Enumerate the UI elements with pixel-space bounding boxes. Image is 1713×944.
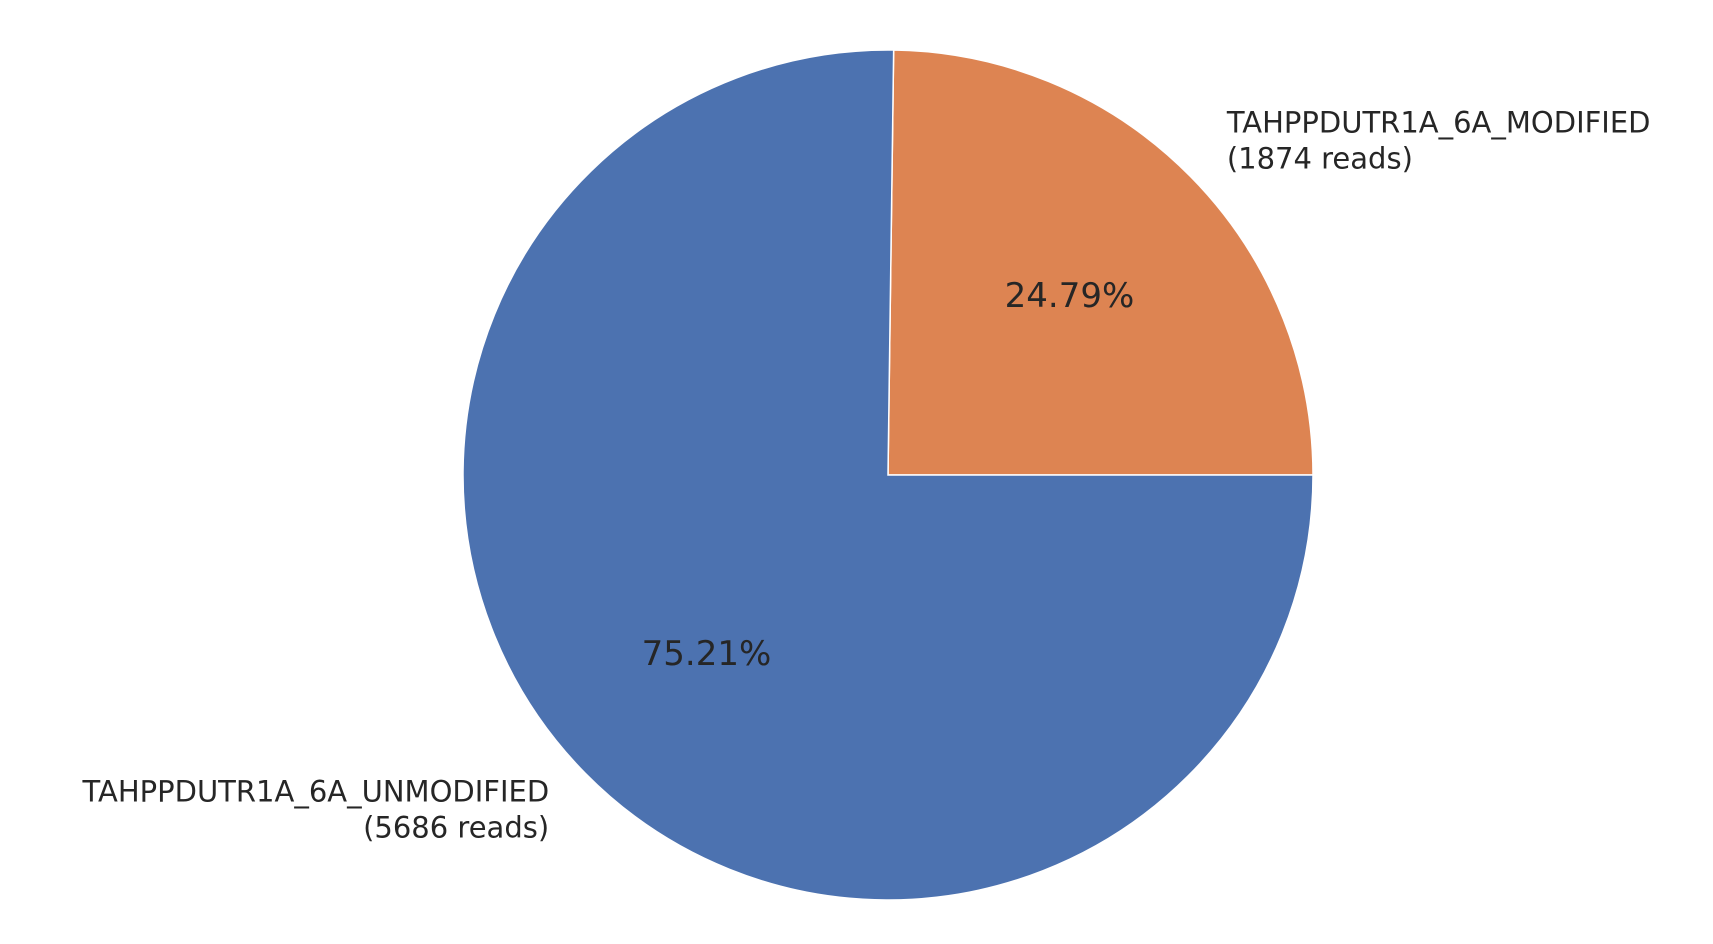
pie-category-label-0: TAHPPDUTR1A_6A_MODIFIED (1874 reads) xyxy=(1226,106,1651,176)
pie-slices xyxy=(462,49,1314,901)
pie-slice-1 xyxy=(462,49,1314,901)
pie-slice-0 xyxy=(887,49,1314,476)
pie-percent-label-1: 75.21% xyxy=(642,634,772,674)
pie-labels: 24.79% TAHPPDUTR1A_6A_MODIFIED (1874 reads… xyxy=(82,106,1651,845)
pie-percent-label-0: 24.79% xyxy=(1005,276,1135,316)
pie-category-label-1: TAHPPDUTR1A_6A_UNMODIFIED (5686 reads) xyxy=(82,774,550,844)
pie-category-label-line1-0: TAHPPDUTR1A_6A_MODIFIED xyxy=(1226,106,1651,140)
pie-category-label-line2-0: (1874 reads) xyxy=(1227,142,1413,176)
pie-category-label-line2-1: (5686 reads) xyxy=(363,810,549,844)
pie-category-label-line1-1: TAHPPDUTR1A_6A_UNMODIFIED xyxy=(82,774,550,808)
